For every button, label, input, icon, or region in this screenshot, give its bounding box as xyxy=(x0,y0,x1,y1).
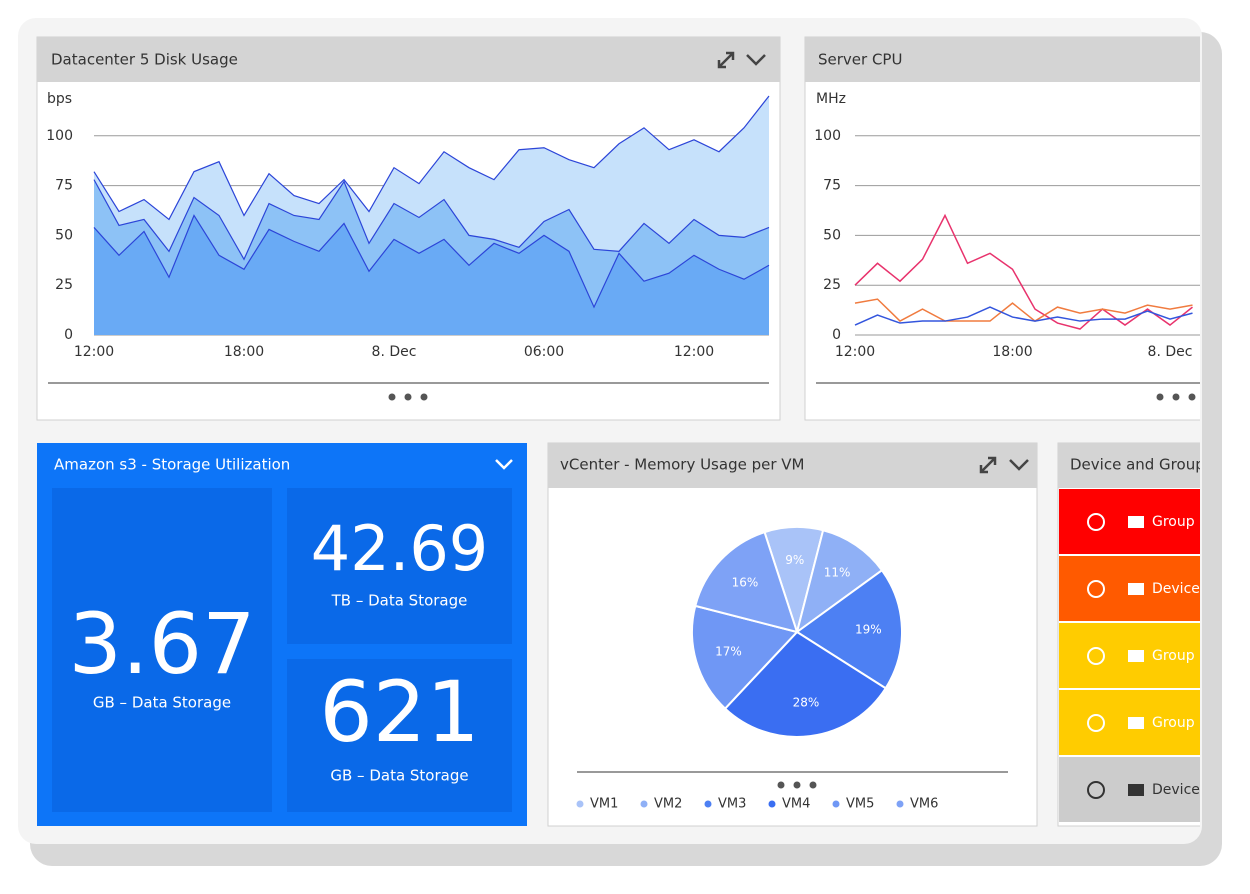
widget-header xyxy=(37,37,780,82)
status-icon xyxy=(1087,714,1105,732)
y-tick-label: 0 xyxy=(64,327,73,343)
area-line xyxy=(93,95,770,221)
y-tick-label: 25 xyxy=(55,277,73,293)
pager[interactable] xyxy=(777,781,817,789)
data-label: 19% xyxy=(855,622,882,636)
data-label: 16% xyxy=(732,576,759,590)
legend-marker xyxy=(896,800,904,808)
item-icon xyxy=(1128,717,1144,729)
pie-slice xyxy=(723,630,888,738)
legend-label: VM6 xyxy=(910,797,938,812)
x-tick-label: 8. Dec xyxy=(372,344,417,360)
x-tick-label: 18:00 xyxy=(992,344,1032,360)
pie-slice xyxy=(694,530,799,634)
pager[interactable] xyxy=(388,393,428,401)
widget-title: Datacenter 5 Disk Usage xyxy=(51,51,238,69)
y-tick-label: 75 xyxy=(55,178,73,194)
widget-header xyxy=(1058,443,1200,488)
area-line xyxy=(93,214,770,309)
x-tick-label: 8. Dec xyxy=(1148,344,1193,360)
y-tick-label: 75 xyxy=(823,178,841,194)
pager[interactable] xyxy=(1156,393,1196,401)
data-label: 17% xyxy=(715,644,742,658)
x-tick-label: 18:00 xyxy=(224,344,264,360)
y-axis-label: MHz xyxy=(816,91,846,107)
widget xyxy=(804,36,1200,421)
row-label: Group N xyxy=(1152,648,1210,664)
legend-label: VM1 xyxy=(590,797,618,812)
legend-marker xyxy=(704,800,712,808)
expand-icon[interactable] xyxy=(979,456,997,474)
widget-header xyxy=(548,443,1037,488)
area xyxy=(94,215,769,335)
menu-icon[interactable] xyxy=(1009,459,1029,471)
line xyxy=(854,213,1193,330)
y-tick-label: 100 xyxy=(814,128,841,144)
legend-marker xyxy=(640,800,648,808)
tile xyxy=(287,659,512,812)
y-axis-label: bps xyxy=(47,91,72,107)
pie-slice xyxy=(795,568,903,690)
x-tick-label: 12:00 xyxy=(74,344,114,360)
item-icon xyxy=(1128,516,1144,528)
tile-label: GB – Data Storage xyxy=(93,694,231,712)
row-label: Device xyxy=(1152,782,1200,798)
widget-title: vCenter - Memory Usage per VM xyxy=(560,456,804,474)
y-tick-label: 0 xyxy=(832,327,841,343)
widget xyxy=(547,442,1038,827)
item-icon xyxy=(1128,583,1144,595)
line xyxy=(854,298,1193,322)
x-tick-label: 06:00 xyxy=(524,344,564,360)
row-label: Group N xyxy=(1152,514,1210,530)
legend-marker xyxy=(768,800,776,808)
status-icon xyxy=(1087,580,1105,598)
status-icon xyxy=(1087,781,1105,799)
status-icon xyxy=(1087,513,1105,531)
legend-label: VM4 xyxy=(782,797,810,812)
tile-value: 42.69 xyxy=(311,512,489,585)
widget-header xyxy=(805,37,1200,82)
legend-marker xyxy=(576,800,584,808)
status-icon xyxy=(1087,647,1105,665)
tile xyxy=(52,488,272,812)
tile-label: TB – Data Storage xyxy=(331,592,468,610)
tile-value: 621 xyxy=(319,663,479,761)
tile xyxy=(287,488,512,644)
pie-slice xyxy=(691,604,799,710)
line xyxy=(854,306,1193,326)
legend-label: VM3 xyxy=(718,797,746,812)
widget-title: Server CPU xyxy=(818,51,902,69)
legend-label: VM2 xyxy=(654,797,682,812)
row-label: Device xyxy=(1152,581,1200,597)
y-tick-label: 50 xyxy=(823,227,841,243)
row-label: Group N xyxy=(1152,715,1210,731)
data-label: 11% xyxy=(824,565,851,579)
tile-label: GB – Data Storage xyxy=(330,767,468,785)
y-tick-label: 25 xyxy=(823,277,841,293)
x-tick-label: 12:00 xyxy=(835,344,875,360)
widgets: Datacenter 5 Disk Usage Server CPU Amazo… xyxy=(36,36,1210,827)
tile-value: 3.67 xyxy=(68,595,255,693)
data-label: 28% xyxy=(793,695,820,709)
item-icon xyxy=(1128,784,1144,796)
area-line xyxy=(93,179,770,261)
data-label: 9% xyxy=(785,553,804,567)
expand-icon[interactable] xyxy=(717,51,735,69)
pie-slice xyxy=(795,529,884,635)
y-tick-label: 100 xyxy=(46,128,73,144)
menu-icon[interactable] xyxy=(495,459,513,470)
legend-label: VM5 xyxy=(846,797,874,812)
widget-title: Amazon s3 - Storage Utilization xyxy=(54,456,290,474)
widget-title: Device and Group xyxy=(1070,456,1205,474)
x-tick-label: 12:00 xyxy=(674,344,714,360)
menu-icon[interactable] xyxy=(746,54,766,66)
legend-marker xyxy=(832,800,840,808)
item-icon xyxy=(1128,650,1144,662)
y-tick-label: 50 xyxy=(55,227,73,243)
